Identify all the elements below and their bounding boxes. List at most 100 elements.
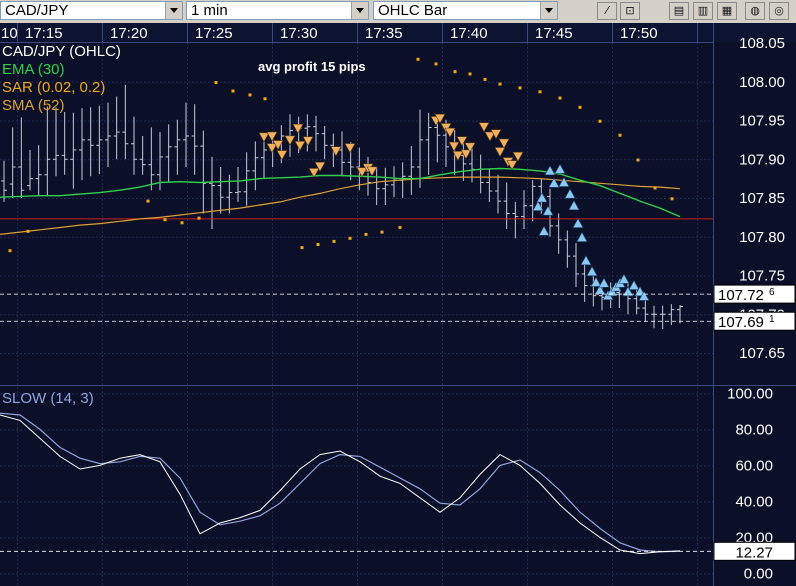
stoch-y-tick-label: 40.00 — [735, 493, 773, 510]
channel-icon[interactable]: ▥ — [693, 2, 713, 20]
interval-dropdown-arrow-icon[interactable] — [351, 2, 368, 19]
sell-signal-marker — [344, 143, 356, 154]
ohlc-bar — [122, 84, 129, 160]
draw-line-icon[interactable]: ⁄ — [597, 2, 617, 20]
sar-dot — [146, 199, 150, 203]
ohlc-bar — [79, 108, 85, 181]
ohlc-bar — [581, 263, 588, 302]
fibonacci-icon[interactable]: ▤ — [669, 2, 689, 20]
sar-dot — [180, 221, 184, 225]
buy-signal-marker — [538, 225, 550, 236]
ohlc-bar — [44, 106, 51, 197]
ohlc-bar — [27, 149, 33, 191]
sell-signal-marker — [272, 140, 284, 151]
ohlc-bar — [555, 213, 562, 254]
sar-dot — [653, 186, 657, 190]
sell-signal-marker — [366, 166, 378, 177]
sell-signal-marker — [292, 123, 304, 134]
sar-dot — [538, 90, 542, 94]
y-tick-label: 107.85 — [739, 190, 785, 207]
zoom-icon[interactable]: ◍ — [745, 2, 765, 20]
chart-background — [0, 23, 796, 586]
symbol-dropdown-arrow-icon[interactable] — [165, 2, 182, 19]
sell-signal-marker — [330, 146, 342, 157]
sar-dot — [332, 239, 336, 243]
y-tick-label: 107.90 — [739, 151, 785, 168]
stoch-y-tick-label: 60.00 — [735, 457, 773, 474]
sar-dot — [197, 216, 201, 220]
sar-dot — [26, 229, 30, 233]
price-label-box — [713, 311, 796, 331]
object-list-icon[interactable]: ▦ — [717, 2, 737, 20]
ohlc-bar — [321, 125, 328, 160]
stoch-grid — [0, 393, 713, 575]
sell-signal-marker — [258, 132, 270, 143]
ohlc-bar — [18, 117, 25, 198]
sar-dot — [364, 232, 368, 236]
chart-grid — [0, 23, 796, 586]
buy-signal-marker — [532, 200, 544, 211]
sell-signal-marker — [308, 168, 320, 179]
ohlc-bar — [642, 298, 649, 322]
chart-style-select[interactable]: OHLC Bar — [373, 1, 558, 20]
x-tick-label: 17:35 — [365, 25, 403, 42]
stoch-y-tick-label: 100.00 — [727, 385, 773, 402]
buy-signal-marker — [638, 290, 650, 301]
ohlc-bar — [9, 127, 16, 198]
sell-signal-marker — [284, 135, 296, 146]
chart-title: CAD/JPY (OHLC) — [2, 43, 121, 60]
ohlc-bar — [96, 105, 103, 174]
x-tick-label: 17:30 — [280, 25, 318, 42]
sar-dot — [518, 86, 522, 90]
chart-legend: CAD/JPY (OHLC) EMA (30) SAR (0.02, 0.2) … — [2, 43, 366, 114]
ohlc-bar — [131, 116, 137, 175]
buy-signal-marker — [594, 284, 606, 295]
y-tick-label: 107.80 — [739, 229, 785, 246]
sell-signal-marker — [512, 151, 524, 162]
sar-dot — [416, 57, 420, 61]
ema-line — [0, 167, 681, 218]
y-tick-label: 107.75 — [739, 268, 785, 285]
stoch-value-text: 12.27 — [735, 544, 773, 561]
sar-dot — [636, 158, 640, 162]
sar-dot — [214, 81, 218, 85]
buy-signal-marker — [572, 217, 584, 228]
symbol-select[interactable]: CAD/JPY — [0, 1, 183, 20]
sar-dot — [8, 249, 12, 253]
ohlc-bar — [1, 160, 7, 202]
buy-signal-marker — [628, 279, 640, 290]
sell-signal-marker — [266, 143, 278, 154]
ohlc-bar — [113, 96, 120, 160]
chart-area: 10 17:15 17:20 17:25 17:30 17:35 17:40 17:45 17:… — [0, 23, 796, 586]
ohlc-bar — [304, 114, 311, 152]
toolbar: CAD/JPY 1 min OHLC Bar ⁄ ⊡ ▤ ▥ ▦ ◍ ◎ — [0, 0, 796, 24]
ohlc-bar — [495, 174, 501, 214]
ohlc-bar — [174, 119, 181, 175]
symbol-value: CAD/JPY — [5, 2, 69, 19]
ohlc-bar — [87, 107, 94, 177]
ohlc-bar — [408, 146, 415, 195]
buy-signal-marker — [542, 205, 554, 216]
y-tick-label: 108.00 — [739, 74, 785, 91]
sar-dot — [558, 96, 562, 100]
ohlc-bar — [235, 167, 241, 202]
x-tick-label: 17:15 — [25, 25, 63, 42]
x-tick-label: 17:25 — [195, 25, 233, 42]
legend-sar: SAR (0.02, 0.2) — [2, 79, 105, 96]
chart-style-value: OHLC Bar — [378, 2, 448, 19]
interval-select[interactable]: 1 min — [186, 1, 369, 20]
settings-icon[interactable]: ◎ — [769, 2, 789, 20]
ohlc-bar — [564, 230, 571, 268]
ohlc-bar — [503, 182, 510, 229]
profit-annotation: avg profit 15 pips — [258, 59, 366, 74]
x-tick-label: 17:40 — [450, 25, 488, 42]
chart-style-dropdown-arrow-icon[interactable] — [540, 2, 557, 19]
sar-dots — [8, 57, 674, 253]
ohlc-bar — [659, 305, 666, 329]
draw-ray-icon[interactable]: ⊡ — [620, 2, 640, 20]
buy-signal-marker — [558, 176, 570, 187]
ohlc-bar — [165, 124, 172, 183]
ohlc-bar — [209, 156, 215, 229]
ohlc-bar — [61, 111, 68, 175]
price-label-digit: 1 — [769, 314, 775, 325]
